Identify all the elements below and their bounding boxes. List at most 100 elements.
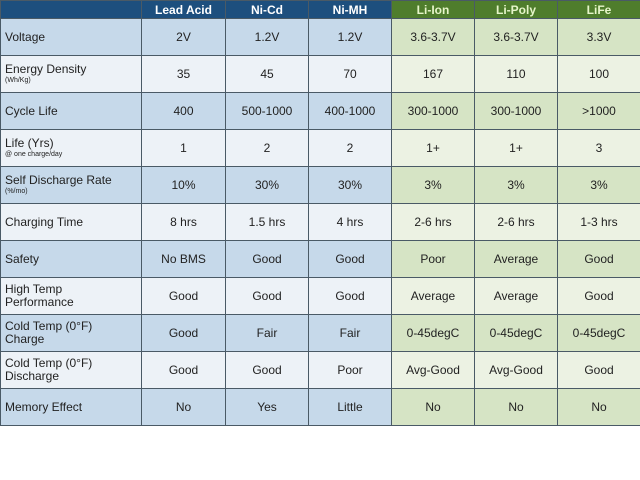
table-cell: Average <box>474 277 558 315</box>
table-cell: Fair <box>308 314 392 352</box>
row-label-line: Life (Yrs) <box>5 136 54 150</box>
table-row: Life (Yrs) @ one charge/day 1 2 2 1+ 1+ 3 <box>0 129 640 167</box>
table-cell: No <box>474 388 558 426</box>
table-cell: 500-1000 <box>225 92 309 130</box>
table-cell: Avg-Good <box>474 351 558 389</box>
row-note: (Wh/Kg) <box>5 77 31 84</box>
table-row: Safety No BMS Good Good Poor Average Good <box>0 240 640 278</box>
row-note: @ one charge/day <box>5 151 63 158</box>
table-cell: Good <box>308 277 392 315</box>
row-label-line: Cycle Life <box>5 103 58 118</box>
table-cell: 0-45degC <box>557 314 640 352</box>
table-cell: Good <box>225 240 309 278</box>
table-cell: No <box>391 388 475 426</box>
table-cell: Avg-Good <box>391 351 475 389</box>
table-row: Charging Time 8 hrs 1.5 hrs 4 hrs 2-6 hrs 2-6… <box>0 203 640 241</box>
row-label-line: Discharge <box>5 369 60 383</box>
table-cell: 400 <box>141 92 226 130</box>
row-label-line: Performance <box>5 295 74 309</box>
row-label-line: Charge <box>5 332 45 346</box>
table-cell: 10% <box>141 166 226 204</box>
table-cell: Average <box>474 240 558 278</box>
row-label-line: Memory Effect <box>5 399 83 414</box>
table-row: Memory Effect No Yes Little No No No <box>0 388 640 426</box>
row-label: Cycle Life <box>0 92 142 130</box>
row-label: Cold Temp (0°F) Charge <box>0 314 142 352</box>
table-cell: 1.5 hrs <box>225 203 309 241</box>
row-label-line: Self Discharge Rate <box>5 173 112 187</box>
table-row: Voltage 2V 1.2V 1.2V 3.6-3.7V 3.6-3.7V 3.3V <box>0 18 640 56</box>
table-cell: >1000 <box>557 92 640 130</box>
table-cell: Good <box>308 240 392 278</box>
row-label-line: Cold Temp (0°F) <box>5 356 93 370</box>
table-cell: 1.2V <box>308 18 392 56</box>
table-cell: 3% <box>557 166 640 204</box>
table-row: Self Discharge Rate (%/mo) 10% 30% 30% 3% 3% 3% <box>0 166 640 204</box>
table-cell: 167 <box>391 55 475 93</box>
table-cell: Good <box>141 351 226 389</box>
table-cell: 45 <box>225 55 309 93</box>
table-cell: 70 <box>308 55 392 93</box>
table-cell: 100 <box>557 55 640 93</box>
row-label: Memory Effect <box>0 388 142 426</box>
table-cell: No BMS <box>141 240 226 278</box>
header-row: Lead Acid Ni-Cd Ni-MH Li-Ion Li-Poly LiFe <box>0 0 640 19</box>
table-cell: Little <box>308 388 392 426</box>
table-cell: Good <box>557 277 640 315</box>
row-label-line: Safety <box>5 251 40 266</box>
table-cell: 400-1000 <box>308 92 392 130</box>
table-cell: 0-45degC <box>391 314 475 352</box>
table-cell: 3% <box>474 166 558 204</box>
row-label: Cold Temp (0°F) Discharge <box>0 351 142 389</box>
table-cell: Good <box>141 314 226 352</box>
row-label-line: Voltage <box>5 29 46 44</box>
table-cell: Poor <box>391 240 475 278</box>
table-cell: Good <box>557 240 640 278</box>
table-cell: Poor <box>308 351 392 389</box>
table-row: Cold Temp (0°F) Charge Good Fair Fair 0-45deg… <box>0 314 640 352</box>
table-cell: Average <box>391 277 475 315</box>
table-cell: 0-45degC <box>474 314 558 352</box>
table-cell: 2V <box>141 18 226 56</box>
table-cell: 2-6 hrs <box>474 203 558 241</box>
row-label-line: Energy Density <box>5 62 87 76</box>
table-cell: Good <box>557 351 640 389</box>
row-label-line: Cold Temp (0°F) <box>5 319 93 333</box>
table-row: Energy Density (Wh/Kg) 35 45 70 167 110 100 <box>0 55 640 93</box>
row-label: Voltage <box>0 18 142 56</box>
table-cell: 2 <box>225 129 309 167</box>
table-cell: Good <box>225 351 309 389</box>
row-label: Safety <box>0 240 142 278</box>
row-label-line: Charging Time <box>5 214 84 229</box>
table-cell: 2-6 hrs <box>391 203 475 241</box>
table-cell: 3.6-3.7V <box>391 18 475 56</box>
table-cell: 30% <box>225 166 309 204</box>
table-cell: No <box>557 388 640 426</box>
row-label: High Temp Performance <box>0 277 142 315</box>
table-cell: 300-1000 <box>474 92 558 130</box>
row-label: Energy Density (Wh/Kg) <box>0 55 142 93</box>
table-cell: 3% <box>391 166 475 204</box>
row-label-line: High Temp <box>5 282 63 296</box>
header-corner <box>0 0 142 19</box>
table-cell: 1.2V <box>225 18 309 56</box>
table-cell: 110 <box>474 55 558 93</box>
column-header: Ni-Cd <box>225 0 309 19</box>
table-row: Cycle Life 400 500-1000 400-1000 300-1000 300… <box>0 92 640 130</box>
column-header: Li-Poly <box>474 0 558 19</box>
row-note: (%/mo) <box>5 188 28 195</box>
table-cell: No <box>141 388 226 426</box>
table-cell: 3 <box>557 129 640 167</box>
table-body: Voltage 2V 1.2V 1.2V 3.6-3.7V 3.6-3.7V 3.3V Ene… <box>0 18 640 426</box>
table-cell: 4 hrs <box>308 203 392 241</box>
column-header: Lead Acid <box>141 0 226 19</box>
table-cell: 1+ <box>391 129 475 167</box>
column-header: Ni-MH <box>308 0 392 19</box>
table-cell: Good <box>141 277 226 315</box>
table-cell: 1 <box>141 129 226 167</box>
row-label: Charging Time <box>0 203 142 241</box>
table-cell: 8 hrs <box>141 203 226 241</box>
table-cell: 30% <box>308 166 392 204</box>
table-cell: 3.6-3.7V <box>474 18 558 56</box>
